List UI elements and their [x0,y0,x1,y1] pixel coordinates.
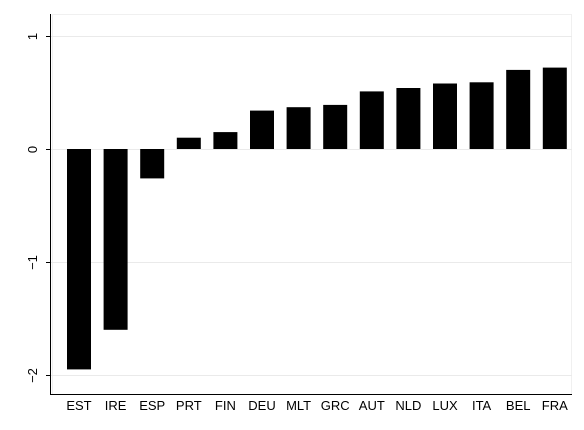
bar-esp [140,149,165,179]
y-tick-label: 1 [25,33,40,40]
y-tick-label: −2 [25,368,40,383]
bar-est [67,149,91,370]
grid-lines [50,36,572,376]
x-tick-label: MLT [286,398,311,413]
bar-aut [359,91,384,149]
bar-fin [213,132,238,149]
y-ticks: 1 0 −1 −2 [25,33,50,383]
bar-bel [506,69,531,149]
bar-prt [176,137,201,149]
x-tick-label: ITA [472,398,492,413]
bars [67,67,567,370]
x-tick-label: FRA [542,398,568,413]
x-tick-label: GRC [321,398,350,413]
bar-fra [542,67,567,149]
y-tick-label: 0 [25,146,40,153]
bar-ita [469,82,494,149]
x-tick-label: PRT [176,398,202,413]
bar-ire [103,149,128,330]
x-tick-label: FIN [215,398,236,413]
x-tick-label: IRE [105,398,127,413]
bar-nld [396,88,421,149]
bar-deu [250,110,274,149]
x-tick-label: LUX [432,398,458,413]
bar-lux [433,83,457,149]
bar-grc [323,104,348,149]
y-tick-label: −1 [25,255,40,270]
x-tick-label: BEL [506,398,531,413]
x-tick-label: AUT [359,398,385,413]
x-tick-label: ESP [139,398,165,413]
x-tick-labels: EST IRE ESP PRT FIN DEU MLT GRC AUT NLD LUX ITA BEL F… [66,398,568,413]
x-tick-label: NLD [395,398,421,413]
bar-mlt [286,107,311,149]
x-tick-label: DEU [248,398,275,413]
x-tick-label: EST [66,398,91,413]
